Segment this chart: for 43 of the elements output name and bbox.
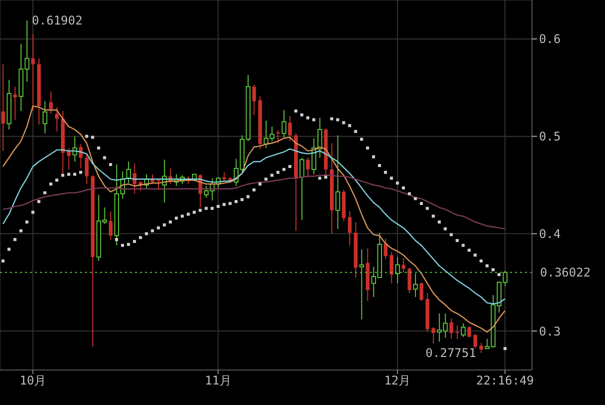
candlestick xyxy=(449,318,454,340)
candlestick xyxy=(55,106,59,132)
ref-line-label: 0.36022 xyxy=(540,266,591,280)
candlestick xyxy=(455,324,460,340)
candlestick xyxy=(402,258,406,274)
candlestick xyxy=(335,134,340,230)
candlestick xyxy=(13,86,17,120)
x-tick-label: 10月 xyxy=(20,374,46,388)
candlestick xyxy=(473,333,478,350)
candlestick xyxy=(460,322,466,338)
annotation: 0.27751 xyxy=(426,346,476,360)
y-tick-label: 0.5 xyxy=(539,130,561,144)
candlestick xyxy=(31,34,35,112)
candlestick xyxy=(108,210,113,240)
candlestick xyxy=(420,282,424,302)
candlestick xyxy=(1,64,5,152)
candlestick xyxy=(348,210,352,246)
x-tick-label: 22:16:49 xyxy=(476,374,534,388)
x-tick-label: 11月 xyxy=(204,374,232,388)
candlestick xyxy=(288,115,292,142)
candlestick xyxy=(49,91,53,114)
candlestick xyxy=(282,110,286,138)
candlestick xyxy=(432,326,436,344)
candlestick xyxy=(390,252,394,284)
candlestick xyxy=(384,238,388,260)
candlestick xyxy=(42,100,48,134)
candlestick xyxy=(132,163,136,194)
candlestick xyxy=(276,130,280,144)
candlestick xyxy=(317,117,322,158)
y-tick-label: 0.4 xyxy=(539,226,561,241)
x-tick-label: 12月 xyxy=(384,374,411,388)
candlestick xyxy=(300,157,304,221)
candlestick xyxy=(84,153,89,185)
candlestick xyxy=(126,161,131,184)
y-tick-label: 0.6 xyxy=(539,32,561,46)
y-tick-label: 0.3 xyxy=(539,324,561,338)
candlestick xyxy=(306,157,310,178)
candlestick xyxy=(252,84,256,116)
annotation: 0.61902 xyxy=(32,14,82,28)
candlestick xyxy=(479,342,484,354)
candlestick xyxy=(467,326,472,338)
candlestick xyxy=(408,267,412,294)
line-series xyxy=(2,148,506,304)
